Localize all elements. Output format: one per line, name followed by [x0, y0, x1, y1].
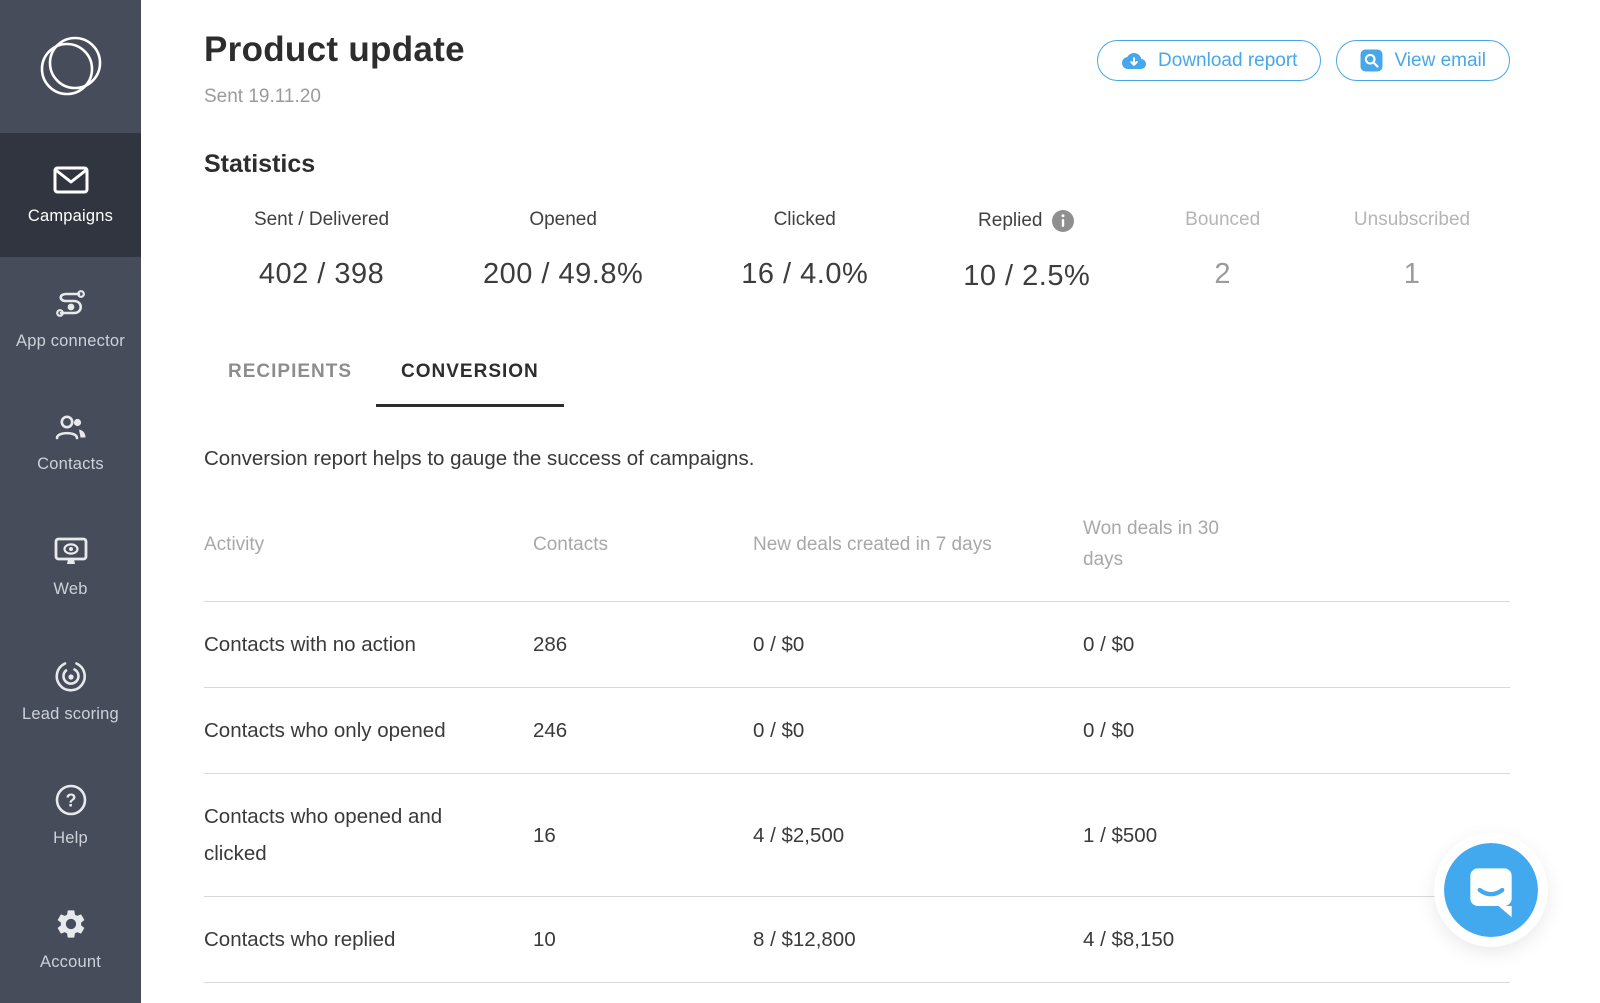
conversion-table: Activity Contacts New deals created in 7…: [204, 513, 1510, 983]
view-email-button[interactable]: View email: [1336, 40, 1510, 81]
won-deals-cell: 4 / $8,150: [1083, 928, 1175, 951]
gauge-icon: [54, 661, 86, 691]
metric-label: Clicked: [773, 209, 836, 230]
metric-label: Replied: [978, 210, 1043, 231]
metric-clicked: Clicked 16 / 4.0%: [687, 209, 922, 293]
sidebar-item-label: Help: [53, 828, 88, 847]
metric-label: Unsubscribed: [1353, 209, 1471, 230]
overlapping-rings-logo-icon: [40, 36, 101, 95]
metric-unsubscribed: Unsubscribed 1: [1314, 209, 1510, 293]
column-header-new-deals: New deals created in 7 days: [753, 533, 992, 555]
sidebar-item-label: Contacts: [37, 454, 104, 473]
activity-cell: Contacts who replied: [204, 928, 396, 951]
new-deals-cell: 0 / $0: [753, 719, 805, 742]
sidebar: Campaigns App connector Contacts Web: [0, 0, 141, 1003]
contacts-cell: 246: [533, 719, 568, 742]
activity-cell: Contacts who opened and clicked: [204, 805, 443, 865]
sidebar-item-campaigns[interactable]: Campaigns: [0, 133, 141, 257]
won-deals-cell: 0 / $0: [1083, 719, 1135, 742]
metric-value: 200 / 49.8%: [482, 258, 644, 290]
won-deals-cell: 1 / $500: [1083, 823, 1158, 847]
info-icon[interactable]: [1051, 209, 1075, 233]
table-row: Contacts who replied 10 8 / $12,800 4 / …: [204, 897, 1510, 983]
sidebar-item-help[interactable]: ? Help: [0, 753, 141, 877]
table-row: Contacts with no action 286 0 / $0 0 / $…: [204, 602, 1510, 688]
svg-text:?: ?: [65, 790, 76, 810]
report-tabs: RECIPIENTS CONVERSION: [228, 361, 1510, 407]
magnifier-icon: [1360, 49, 1383, 72]
cloud-download-icon: [1122, 52, 1147, 69]
question-icon: ?: [55, 784, 86, 815]
tab-conversion[interactable]: CONVERSION: [376, 361, 564, 407]
activity-cell: Contacts who only opened: [204, 719, 446, 742]
metric-label: Bounced: [1185, 209, 1261, 230]
metric-replied: Replied 10 / 2.5%: [922, 209, 1131, 293]
sidebar-item-label: Account: [39, 952, 102, 971]
new-deals-cell: 8 / $12,800: [753, 928, 856, 951]
sidebar-item-app-connector[interactable]: App connector: [0, 257, 141, 381]
metric-value: 1: [1403, 258, 1421, 290]
connector-icon: [55, 289, 85, 317]
page-title: Product update: [204, 30, 465, 69]
activity-cell: Contacts with no action: [204, 633, 416, 656]
new-deals-cell: 4 / $2,500: [753, 823, 845, 847]
column-header-contacts: Contacts: [533, 533, 608, 555]
chat-launcher-button[interactable]: [1444, 843, 1538, 937]
sidebar-item-web[interactable]: Web: [0, 505, 141, 629]
table-header-row: Activity Contacts New deals created in 7…: [204, 513, 1510, 602]
main-content: Product update Sent 19.11.20 Download re…: [141, 0, 1600, 983]
statistics-metrics: Sent / Delivered 402 / 398 Opened 200 / …: [204, 209, 1510, 293]
new-deals-cell: 0 / $0: [753, 633, 805, 656]
app-logo[interactable]: [0, 0, 141, 133]
metric-label: Sent / Delivered: [253, 209, 390, 230]
metric-value: 10 / 2.5%: [963, 260, 1091, 292]
tab-recipients[interactable]: RECIPIENTS: [228, 361, 353, 382]
sidebar-item-lead-scoring[interactable]: Lead scoring: [0, 629, 141, 753]
column-header-won-deals: Won deals in 30 days: [1083, 518, 1219, 570]
download-report-button[interactable]: Download report: [1097, 40, 1322, 81]
sidebar-item-account[interactable]: Account: [0, 877, 141, 1001]
sidebar-item-label: App connector: [15, 331, 125, 350]
metric-bounced: Bounced 2: [1131, 209, 1314, 293]
contacts-icon: [55, 415, 85, 439]
sidebar-item-label: Lead scoring: [22, 704, 119, 723]
metric-label: Opened: [529, 209, 597, 230]
page-header: Product update Sent 19.11.20 Download re…: [204, 30, 1510, 108]
contacts-cell: 286: [533, 633, 568, 656]
table-row: Contacts who opened and clicked 16 4 / $…: [204, 774, 1510, 897]
messenger-bubble-icon: [1444, 843, 1538, 937]
conversion-description: Conversion report helps to gauge the suc…: [204, 447, 755, 470]
sidebar-item-label: Campaigns: [27, 206, 114, 225]
statistics-heading: Statistics: [204, 150, 316, 178]
monitor-eye-icon: [54, 537, 87, 564]
mail-icon: [53, 166, 88, 193]
table-row: Contacts who only opened 246 0 / $0 0 / …: [204, 688, 1510, 774]
metric-value: 2: [1214, 258, 1231, 290]
download-report-label: Download report: [1158, 49, 1298, 71]
metric-value: 16 / 4.0%: [741, 258, 869, 290]
contacts-cell: 10: [533, 928, 556, 951]
column-header-activity: Activity: [204, 533, 265, 555]
sidebar-item-contacts[interactable]: Contacts: [0, 381, 141, 505]
sidebar-item-label: Web: [53, 579, 88, 598]
metric-value: 402 / 398: [258, 258, 385, 290]
gear-icon: [57, 909, 84, 938]
view-email-label: View email: [1394, 49, 1486, 71]
contacts-cell: 16: [533, 823, 556, 847]
sent-date: Sent 19.11.20: [204, 86, 321, 107]
metric-sent-delivered: Sent / Delivered 402 / 398: [204, 209, 439, 293]
won-deals-cell: 0 / $0: [1083, 633, 1135, 656]
metric-opened: Opened 200 / 49.8%: [439, 209, 687, 293]
